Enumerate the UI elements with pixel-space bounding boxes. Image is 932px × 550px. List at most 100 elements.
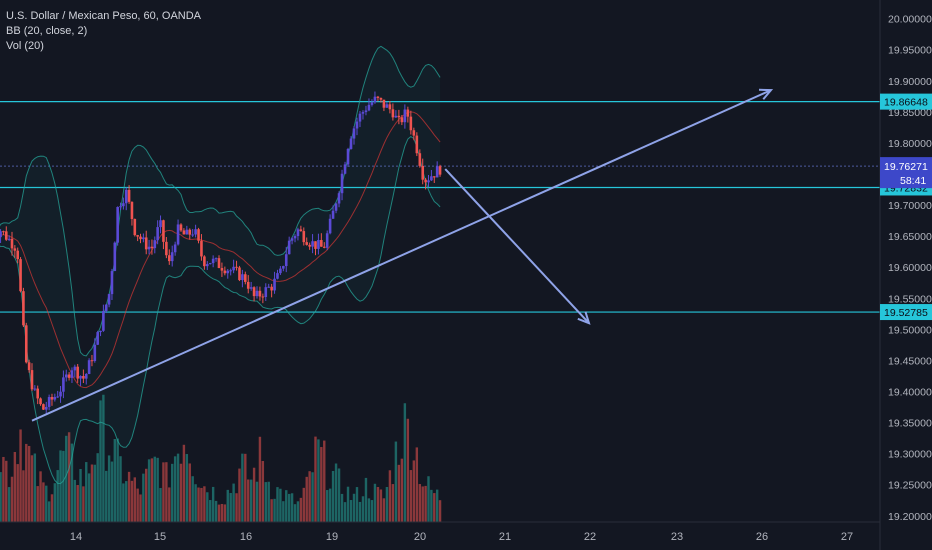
volume-bar [127,471,131,522]
volume-bar [211,486,215,522]
candle-body [194,229,197,235]
volume-bar [70,443,74,522]
candle-body [24,325,28,363]
volume-bar [261,460,265,522]
bb-indicator-label[interactable]: BB (20, close, 2) [6,25,88,37]
volume-bar [42,482,45,522]
volume-bar [385,486,389,522]
candle-body [244,274,247,282]
candle-body [328,218,332,234]
volume-bar [376,487,380,522]
volume-bar [156,457,159,522]
vol-indicator-label[interactable]: Vol (20) [6,40,44,52]
candle-body [136,235,139,237]
candle-body [264,287,268,297]
volume-bar [346,486,350,522]
candle-body [400,117,404,123]
candle-body [255,290,259,297]
volume-bar [27,445,31,522]
volume-bar [110,461,114,522]
volume-bar [150,458,154,522]
volume-bar [171,463,174,522]
candle-body [142,237,145,240]
volume-bar [162,462,165,522]
volume-bar [25,443,28,522]
candle-body [59,391,62,397]
volume-bar [119,456,122,522]
volume-bar [96,453,99,522]
volume-bar [0,472,2,522]
candle-body [246,281,250,289]
candle-body [424,179,427,183]
candle-body [382,99,386,108]
candle-body [317,240,320,249]
volume-bar [79,468,82,522]
volume-bar [182,444,186,522]
volume-bar [105,470,108,522]
candle-body [430,176,433,181]
candle-body [293,236,297,239]
candle-body [144,237,148,250]
candle-body [16,250,20,260]
volume-bar [287,493,291,522]
volume-bar [168,487,171,522]
volume-bar [415,447,419,522]
volume-bar [47,501,51,522]
volume-bar [142,473,145,522]
candle-body [156,227,159,241]
candle-body [33,388,37,390]
candle-body [139,236,142,240]
volume-bar [53,483,57,522]
candle-body [113,242,117,272]
volume-bar [19,429,22,522]
symbol-title: U.S. Dollar / Mexican Peso, 60, OANDA [6,10,202,22]
candle-body [226,270,230,274]
volume-bar [93,464,97,522]
current-price-label: 19.76271 [884,161,928,173]
candle-body [167,255,171,262]
candle-body [346,148,350,165]
candle-body [232,266,235,271]
volume-bar [394,441,398,522]
candle-body [406,109,410,117]
volume-bar [30,455,34,522]
volume-bar [302,487,305,522]
volume-bar [10,476,14,522]
candle-body [2,231,5,233]
volume-bar [82,486,85,522]
candle-body [282,266,285,269]
candle-body [0,231,2,238]
candle-body [364,110,368,113]
volume-bar [367,498,371,522]
volume-bar [403,403,407,522]
volume-bar [13,451,17,522]
candle-body [93,344,97,361]
volume-bar [203,486,206,522]
volume-bar [113,439,117,522]
candle-body [403,109,407,123]
volume-bar [282,501,285,522]
candle-body [276,273,279,279]
candle-body [191,234,194,236]
volume-bar [45,485,48,522]
price-tick-label: 19.30000 [888,449,932,461]
price-tick-label: 19.85000 [888,107,932,119]
candle-body [373,96,377,103]
volume-bar [438,500,442,522]
candle-body [308,244,311,247]
time-tick-label: 15 [154,531,166,543]
volume-bar [435,489,439,522]
volume-bar [185,454,189,522]
countdown-label: 58:41 [900,175,926,187]
price-tick-label: 19.20000 [888,511,932,523]
volume-bar [296,501,300,522]
candle-body [299,229,303,232]
candle-body [334,203,338,211]
volume-bar [241,453,244,522]
volume-bar [107,455,111,522]
candle-body [397,115,401,118]
volume-bar [361,496,365,522]
volume-bar [16,464,19,522]
